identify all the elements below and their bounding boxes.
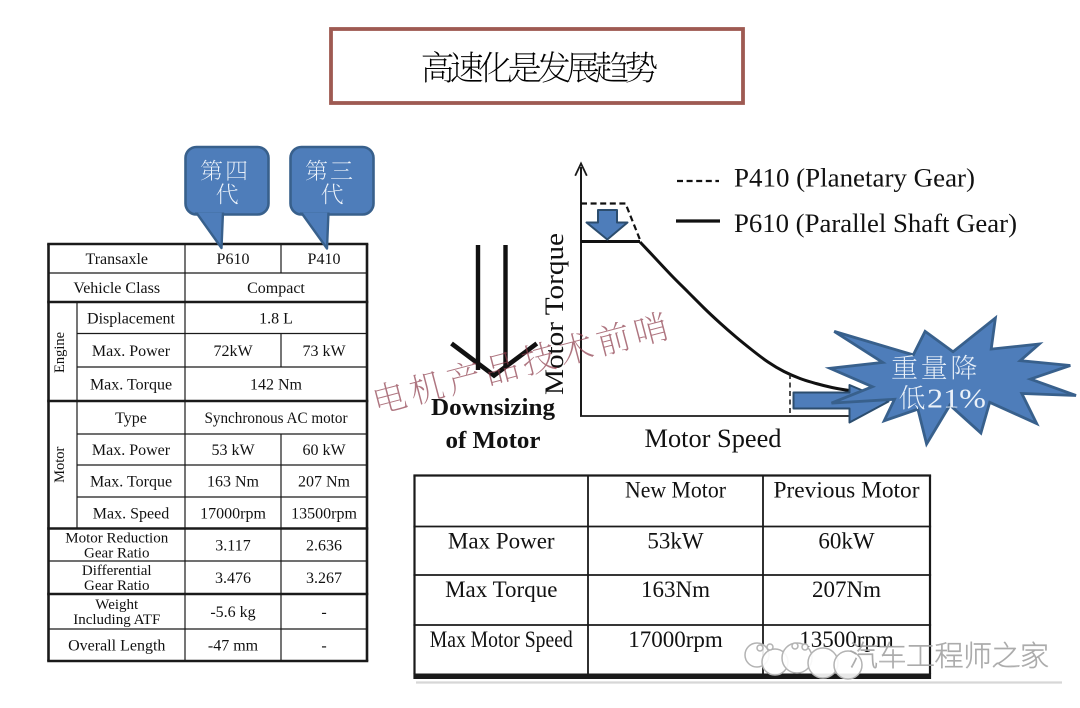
svg-text:Overall Length: Overall Length (68, 638, 165, 655)
svg-text:Type: Type (115, 410, 147, 427)
svg-text:of Motor: of Motor (446, 428, 541, 454)
svg-text:Differential: Differential (82, 563, 152, 579)
svg-text:Max. Power: Max. Power (92, 343, 171, 360)
svg-text:53 kW: 53 kW (211, 442, 255, 459)
svg-text:P410 (Planetary Gear): P410 (Planetary Gear) (734, 164, 975, 193)
svg-text:163 Nm: 163 Nm (207, 474, 260, 491)
svg-text:Motor: Motor (52, 446, 68, 482)
svg-text:13500rpm: 13500rpm (799, 627, 894, 652)
svg-text:Max. Torque: Max. Torque (90, 377, 172, 394)
svg-text:60kW: 60kW (818, 529, 875, 554)
svg-text:17000rpm: 17000rpm (628, 627, 723, 652)
svg-text:Max Torque: Max Torque (445, 577, 557, 602)
svg-text:Gear Ratio: Gear Ratio (84, 578, 149, 594)
svg-text:New Motor: New Motor (625, 478, 726, 503)
svg-text:163Nm: 163Nm (641, 577, 710, 602)
svg-text:Including ATF: Including ATF (73, 612, 160, 628)
svg-text:Engine: Engine (52, 332, 68, 373)
svg-text:73 kW: 73 kW (302, 343, 346, 360)
svg-text:Vehicle Class: Vehicle Class (73, 280, 160, 297)
svg-text:207Nm: 207Nm (812, 577, 881, 602)
svg-text:Motor Speed: Motor Speed (645, 424, 782, 453)
svg-text:3.476: 3.476 (215, 570, 251, 587)
svg-text:Motor Reduction: Motor Reduction (65, 530, 168, 546)
svg-text:207 Nm: 207 Nm (298, 474, 351, 491)
svg-text:-47 mm: -47 mm (208, 638, 259, 655)
svg-text:Downsizing: Downsizing (431, 395, 555, 421)
svg-text:-5.6 kg: -5.6 kg (210, 604, 255, 621)
svg-text:Max. Speed: Max. Speed (93, 505, 169, 522)
svg-text:1.8 L: 1.8 L (259, 310, 293, 327)
svg-text:P610: P610 (217, 251, 250, 268)
svg-text:142 Nm: 142 Nm (250, 377, 303, 394)
svg-text:-: - (321, 604, 326, 621)
svg-text:17000rpm: 17000rpm (200, 505, 266, 522)
svg-text:13500rpm: 13500rpm (291, 505, 357, 522)
svg-text:Motor Torque: Motor Torque (540, 233, 569, 395)
svg-text:Previous Motor: Previous Motor (774, 478, 920, 503)
svg-text:Compact: Compact (247, 280, 305, 297)
svg-text:Max. Power: Max. Power (92, 442, 171, 459)
svg-text:3.267: 3.267 (306, 570, 342, 587)
svg-text:21%: 21% (927, 384, 986, 414)
svg-text:Max Motor Speed: Max Motor Speed (430, 627, 573, 652)
svg-text:P410: P410 (308, 251, 341, 268)
svg-text:72kW: 72kW (213, 343, 253, 360)
svg-text:-: - (321, 638, 326, 655)
svg-text:Max Power: Max Power (448, 529, 555, 554)
svg-text:Gear Ratio: Gear Ratio (84, 545, 149, 561)
svg-text:Transaxle: Transaxle (85, 251, 148, 268)
svg-text:2.636: 2.636 (306, 537, 342, 554)
svg-text:Synchronous AC motor: Synchronous AC motor (205, 410, 349, 427)
svg-text:Displacement: Displacement (87, 310, 176, 327)
svg-text:53kW: 53kW (647, 529, 704, 554)
svg-text:P610 (Parallel Shaft Gear): P610 (Parallel Shaft Gear) (734, 209, 1017, 238)
svg-text:Weight: Weight (95, 597, 139, 613)
svg-text:Max. Torque: Max. Torque (90, 474, 172, 491)
svg-text:3.117: 3.117 (215, 537, 250, 554)
svg-text:60 kW: 60 kW (302, 442, 346, 459)
